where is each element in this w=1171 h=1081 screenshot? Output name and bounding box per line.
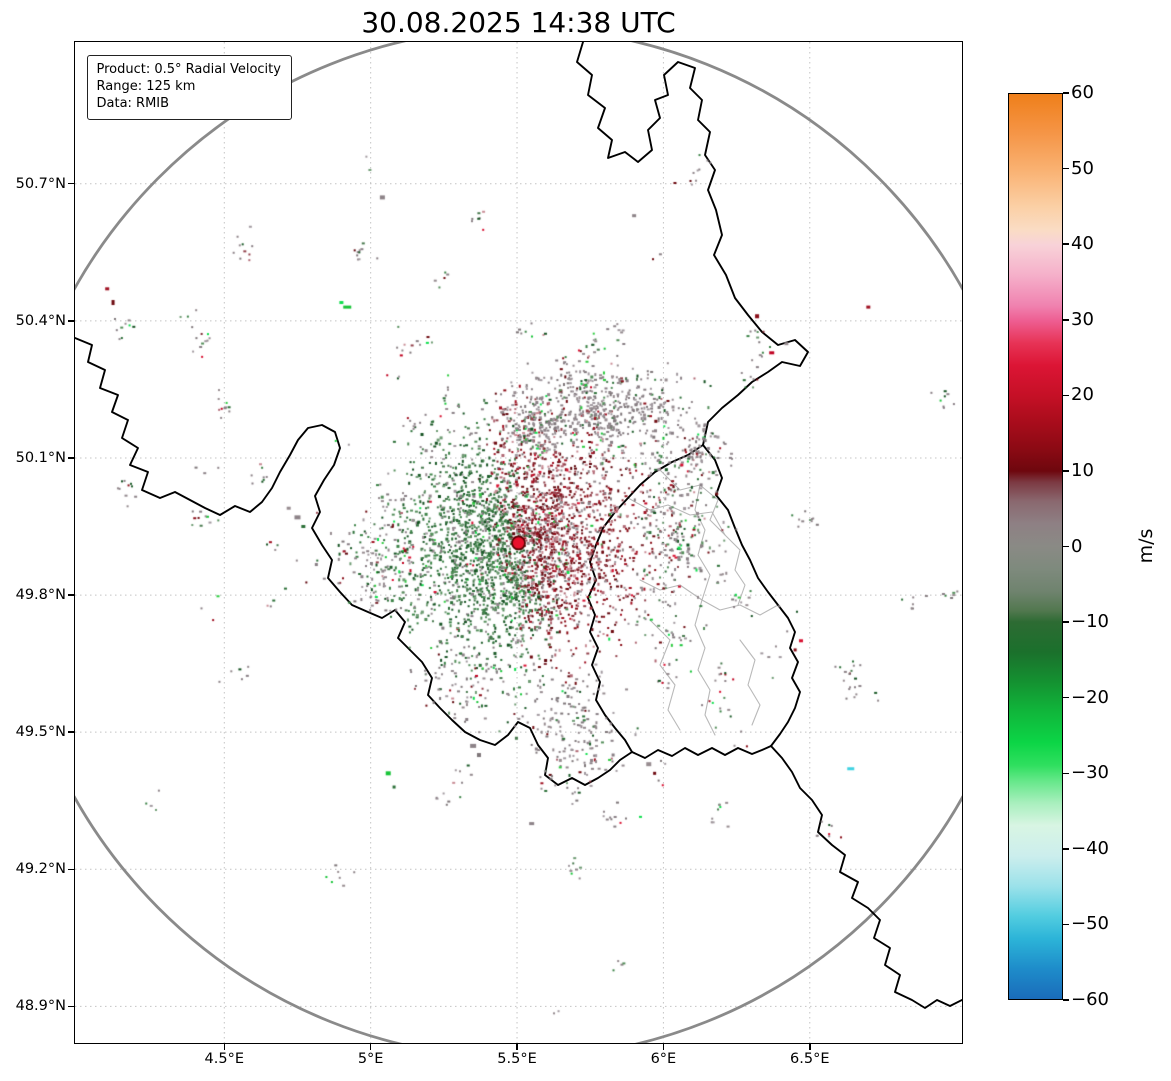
y-tick-label: 49.2°N [15,861,66,878]
y-tick-label: 48.9°N [15,998,66,1015]
y-tick-mark [68,868,74,871]
y-tick-mark [68,320,74,322]
colorbar-tick-label: 10 [1071,459,1094,481]
y-tick-label: 50.7°N [15,175,66,192]
x-tick-mark [662,1043,665,1050]
x-tick-mark [809,1043,811,1050]
figure-title: 30.08.2025 14:38 UTC [361,6,676,39]
y-tick-mark [68,457,74,459]
colorbar-tick-mark [1063,772,1069,774]
colorbar-tick-mark [1063,167,1069,170]
colorbar-tick-label: 60 [1071,82,1094,103]
colorbar-tick-mark [1063,470,1069,472]
y-tick-label: 49.5°N [15,724,66,741]
range-line: Range: 125 km [96,78,196,94]
product-info-box: Product: 0.5° Radial Velocity Range: 125… [86,54,292,120]
y-tick-mark [68,1005,74,1008]
colorbar-tick-mark [1063,696,1069,699]
colorbar-tick-label: −50 [1071,913,1109,935]
x-tick-mark [223,1043,226,1050]
colorbar-tick-label: 40 [1071,233,1094,255]
colorbar-tick-mark [1063,394,1069,397]
velocity-colorbar [1008,93,1063,1000]
colorbar-tick-mark [1063,92,1069,94]
y-tick-mark [68,182,74,185]
colorbar-tick-mark [1063,243,1069,245]
colorbar-tick-label: −30 [1071,762,1109,784]
colorbar-tick-label: −40 [1071,837,1109,859]
colorbar-tick-label: 50 [1071,157,1094,179]
x-tick-label: 5.5°E [497,1051,537,1067]
product-line: Product: 0.5° Radial Velocity [96,61,281,77]
y-tick-label: 49.8°N [15,587,66,604]
y-tick-label: 50.1°N [15,449,66,466]
radar-data-canvas [74,41,962,1043]
colorbar-unit-label: m/s [1135,528,1157,564]
y-tick-label: 50.4°N [15,312,66,329]
colorbar-tick-mark [1063,545,1069,548]
colorbar-tick-label: −10 [1071,611,1109,633]
colorbar-tick-mark [1063,848,1069,850]
x-tick-label: 4.5°E [204,1051,245,1067]
x-tick-mark [516,1043,518,1050]
colorbar-tick-mark [1063,621,1069,623]
colorbar-tick-label: −20 [1071,686,1109,708]
x-tick-label: 6.5°E [790,1051,830,1067]
colorbar-tick-label: 0 [1071,535,1083,557]
colorbar-tick-mark [1063,923,1069,926]
colorbar-tick-label: 20 [1071,384,1094,406]
map-plot-area: Product: 0.5° Radial Velocity Range: 125… [73,40,963,1044]
x-tick-label: 6°E [650,1051,677,1067]
x-tick-label: 5°E [357,1051,384,1067]
colorbar-tick-mark [1063,999,1069,1001]
data-source-line: Data: RMIB [96,96,170,112]
y-tick-mark [68,731,74,733]
colorbar-tick-label: 30 [1071,308,1094,330]
x-tick-mark [369,1043,372,1050]
colorbar-tick-mark [1063,319,1069,321]
y-tick-mark [68,594,74,596]
colorbar-tick-label: −60 [1071,989,1109,1010]
